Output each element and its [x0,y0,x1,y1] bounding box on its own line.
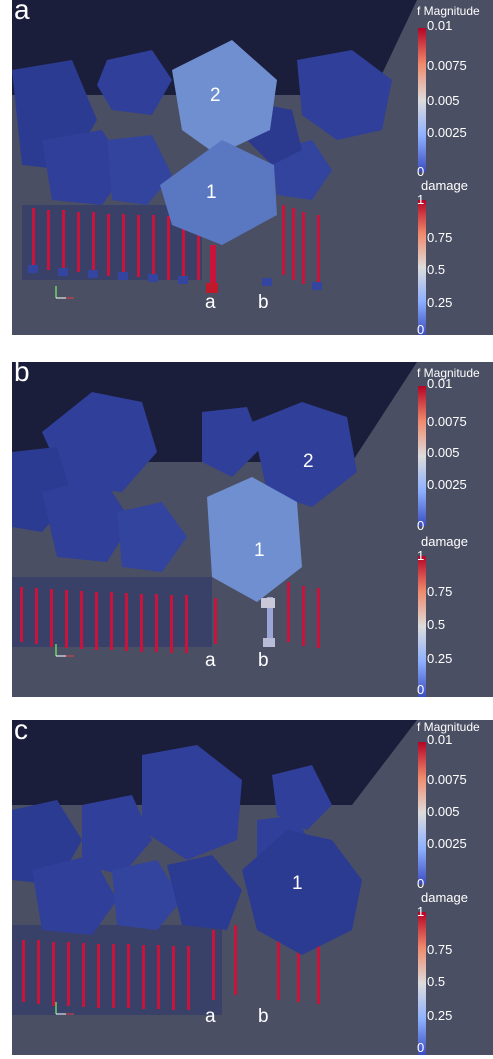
damage-colorbar [418,912,426,1055]
simulation-scene [12,720,417,1015]
damage-tick: 1 [417,548,425,563]
f-tick: 0.0075 [427,772,467,787]
f-tick: 0.0025 [427,477,467,492]
damage-tick: 1 [417,904,425,919]
damage-tick: 0 [417,682,425,697]
post-field [22,205,322,293]
color-legend: f Magnitude 0.01 0.0075 0.005 0.0025 0 d… [417,362,493,697]
simulation-scene [12,362,417,653]
legend-title: f Magnitude [417,720,480,734]
f-tick: 0.0075 [427,414,467,429]
damage-tick: 0.25 [427,295,453,310]
panel-b: b 2 1 a b f Magnitude 0.01 0.0075 0.005 … [12,362,493,697]
damage-tick: 0.5 [427,262,446,277]
panel-letter: b [14,362,30,387]
damage-tick: 0 [417,322,425,335]
simulation-scene [12,0,417,293]
color-legend: f Magnitude 0.01 0.0075 0.005 0.0025 0 d… [417,720,493,1055]
damage-tick: 0.75 [427,584,453,599]
f-tick: 0.0075 [427,58,467,73]
f-tick: 0.01 [427,732,453,747]
post-field [12,577,320,653]
axes-triad [55,1002,74,1015]
damage-tick: 0.5 [427,974,446,989]
f-tick: 0 [417,876,425,891]
f-tick: 0 [417,518,425,533]
particles [12,40,392,245]
damage-title: damage [421,534,468,549]
f-colorbar [418,386,426,526]
f-tick: 0.005 [427,93,460,108]
panel-letter: a [14,0,30,25]
f-colorbar [418,742,426,884]
particles [12,392,357,602]
legend-title: f Magnitude [417,366,480,380]
f-tick: 0.01 [427,18,453,33]
damage-tick: 1 [417,192,425,207]
f-tick: 0.0025 [427,125,467,140]
particles [12,745,362,955]
post-label: a [205,1006,216,1027]
particle-label: 1 [206,182,217,203]
post-label: b [258,1006,269,1027]
f-tick: 0.01 [427,376,453,391]
particle-label: 1 [254,540,265,561]
damage-tick: 0 [417,1040,425,1055]
post-label: b [258,650,269,671]
damage-tick: 0.75 [427,942,453,957]
panel-a: a 2 1 a b f Magnitude 0.01 0.0075 0.005 … [12,0,493,335]
axes-triad [55,286,74,299]
f-colorbar [418,28,426,172]
color-legend: f Magnitude 0.01 0.0075 0.005 0.0025 0 d… [417,0,493,335]
f-tick: 0 [417,164,425,179]
damage-colorbar [418,200,426,335]
legend-title: f Magnitude [417,4,480,18]
post-label: b [258,292,269,313]
axes-triad [55,644,74,657]
f-tick: 0.005 [427,445,460,460]
particle-label: 2 [210,85,221,106]
panel-c: c 1 a b f Magnitude 0.01 0.0075 0.005 0.… [12,720,493,1055]
post-label: a [205,292,216,313]
damage-colorbar [418,556,426,697]
damage-tick: 0.25 [427,1008,453,1023]
damage-tick: 0.25 [427,651,453,666]
damage-tick: 0.5 [427,617,446,632]
f-tick: 0.0025 [427,836,467,851]
damage-tick: 0.75 [427,230,453,245]
damage-title: damage [421,178,468,193]
panel-letter: c [14,720,28,745]
post-field [12,925,320,1015]
particle-label: 1 [292,873,303,894]
damage-title: damage [421,890,468,905]
f-tick: 0.005 [427,804,460,819]
particle-label: 2 [303,451,314,472]
post-label: a [205,650,216,671]
